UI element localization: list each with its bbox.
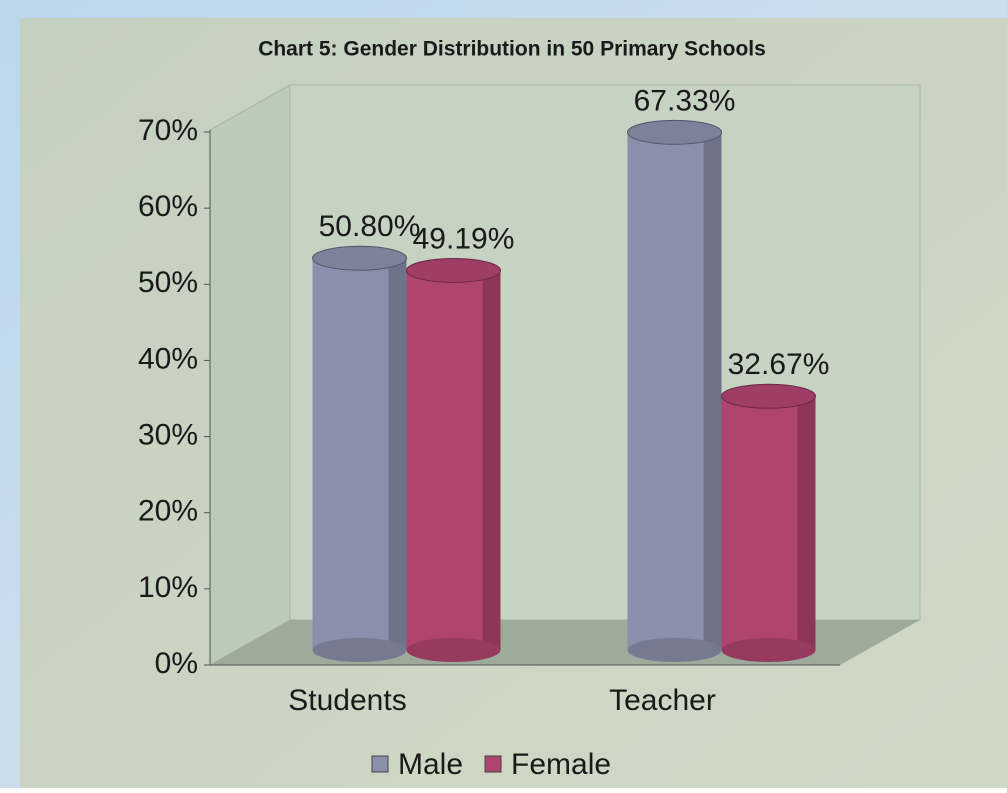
chart-title: Chart 5: Gender Distribution in 50 Prima… [258,38,766,61]
legend-swatch [484,755,502,773]
y-tick-label: 0% [155,647,198,680]
y-tick-label: 10% [138,571,198,604]
cylinder-base [406,638,501,662]
cylinder-shade [388,258,407,650]
legend-label: Female [511,748,611,781]
cylinder-top [312,245,407,271]
y-tick-label: 60% [138,190,198,223]
cylinder-shade [482,270,501,650]
cylinder-top [406,257,501,283]
data-label: 50.80% [319,210,421,243]
y-tick-label: 40% [138,342,198,375]
cylinder-top [627,119,722,145]
legend-label: Male [398,748,463,781]
data-label: 67.33% [634,84,736,117]
cylinder-top [721,383,816,409]
y-tick-label: 20% [138,495,198,528]
y-tick-label: 70% [138,114,198,147]
x-tick-label: Teacher [609,684,716,717]
cylinder-shade [703,132,722,650]
y-tick-label: 50% [138,266,198,299]
y-tick-label: 30% [138,418,198,451]
data-label: 49.19% [413,222,515,255]
cylinder-base [627,638,722,662]
x-tick-label: Students [288,684,406,717]
cylinder-shade [797,396,816,650]
legend-swatch [371,755,389,773]
side-wall [209,84,291,666]
cylinder-base [312,638,407,662]
data-label: 32.67% [728,348,830,381]
cylinder-base [721,638,816,662]
